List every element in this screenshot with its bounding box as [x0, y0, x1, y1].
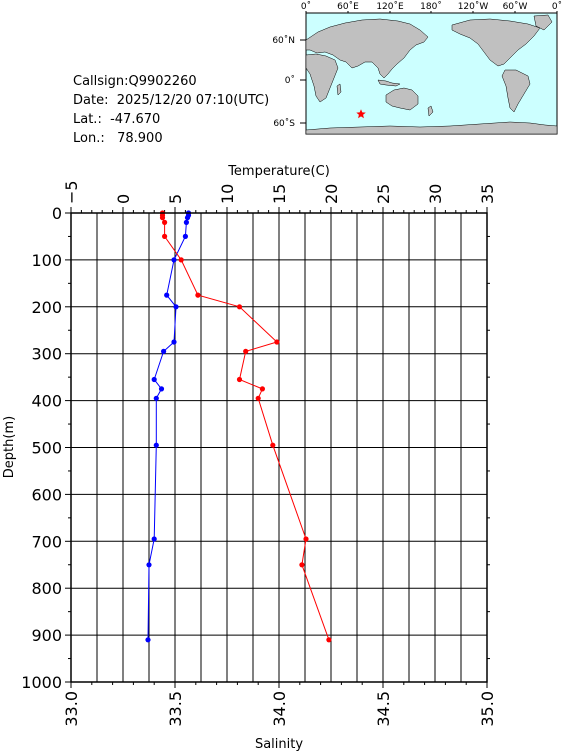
temperature-point: [171, 339, 177, 345]
antarctica-landmass: [305, 121, 558, 135]
map-lat-label: 60˚N: [272, 35, 295, 46]
map-labels: 0˚ 60˚E 120˚E 180˚ 120˚W 60˚W 0˚ 60˚N 0˚ 60˚S: [272, 1, 562, 129]
depth-axis-title: Depth(m): [2, 416, 17, 478]
eurasia-landmass: [305, 18, 429, 79]
depth-tick-label: 1000: [21, 673, 62, 692]
new-zealand-landmass: [427, 105, 434, 117]
temperature-point: [153, 395, 159, 401]
depth-tick-label: 0: [52, 204, 62, 223]
temperature-point: [151, 536, 157, 542]
temperature-tick-label: −5: [62, 180, 81, 204]
map-lon-label: 60˚E: [337, 1, 359, 12]
temperature-tick-label: 5: [166, 194, 185, 204]
map-land: [305, 14, 558, 135]
temperature-point: [173, 304, 179, 310]
map-lon-label: 120˚E: [376, 1, 404, 12]
temperature-point: [161, 348, 167, 354]
salinity-point: [259, 386, 265, 392]
temperature-tick-label: 15: [270, 184, 289, 204]
location-map: 0˚ 60˚E 120˚E 180˚ 120˚W 60˚W 0˚ 60˚N 0˚ 60˚S: [272, 1, 562, 135]
depth-tick-label: 700: [31, 532, 62, 551]
depth-tick-label: 100: [31, 251, 62, 270]
temperature-tick-label: 0: [114, 194, 133, 204]
chart-grid: [70, 212, 488, 683]
map-lon-label: 0˚: [301, 1, 311, 12]
depth-tick-label: 800: [31, 579, 62, 598]
depth-tick-label: 400: [31, 392, 62, 411]
salinity-point: [299, 562, 305, 568]
indonesia-landmass: [377, 79, 401, 87]
top-axis-title: Temperature(C): [227, 164, 330, 179]
map-lon-label: 60˚W: [503, 1, 528, 12]
temperature-tick-label: 10: [218, 184, 237, 204]
temperature-point: [171, 257, 177, 263]
salinity-point: [195, 292, 201, 298]
temperature-point: [183, 219, 189, 225]
temperature-point: [164, 292, 170, 298]
station-marker: [356, 109, 366, 119]
temperature-point: [182, 233, 188, 239]
bottom-axis-title: Salinity: [255, 737, 303, 751]
salinity-point: [274, 339, 280, 345]
map-lat-label: 0˚: [285, 75, 295, 86]
australia-landmass: [385, 87, 419, 111]
map-lon-label: 120˚W: [458, 1, 489, 12]
longitude-text: Lon.: 78.900: [73, 131, 163, 146]
salinity-tick-label: 33.5: [166, 691, 185, 727]
map-lon-label: 180˚: [420, 1, 442, 12]
salinity-point: [255, 395, 261, 401]
temperature-tick-label: 20: [322, 184, 341, 204]
salinity-point: [162, 233, 168, 239]
profile-chart: Temperature(C) Salinity Depth(m) 0100200…: [2, 164, 497, 751]
madagascar-landmass: [336, 83, 342, 96]
north-america-landmass: [451, 18, 541, 67]
star-icon: [356, 109, 366, 119]
depth-tick-label: 300: [31, 345, 62, 364]
salinity-point: [236, 304, 243, 310]
temperature-point: [151, 376, 157, 383]
south-america-landmass: [501, 69, 531, 113]
salinity-point: [303, 536, 309, 542]
temperature-point: [153, 442, 159, 448]
salinity-tick-label: 34.5: [374, 691, 393, 727]
depth-tick-label: 900: [31, 626, 62, 645]
plot-frame: [70, 212, 488, 683]
date-text: Date: 2025/12/20 07:10(UTC): [73, 93, 270, 108]
temperature-point: [146, 562, 152, 568]
salinity-point: [326, 637, 332, 643]
salinity-point: [270, 442, 276, 448]
temperature-point: [184, 215, 191, 221]
depth-tick-label: 200: [31, 298, 62, 317]
salinity-tick-label: 35.0: [478, 691, 497, 727]
salinity-tick-label: 34.0: [270, 691, 289, 727]
temperature-tick-label: 30: [426, 184, 445, 204]
salinity-point: [243, 348, 249, 354]
greenland-landmass: [533, 14, 553, 31]
salinity-point: [162, 219, 168, 225]
map-lon-label: 0˚: [552, 1, 562, 12]
africa-landmass: [305, 53, 339, 103]
map-lat-label: 60˚S: [273, 118, 295, 129]
chart-series: [145, 210, 332, 643]
temperature-tick-label: 35: [478, 184, 497, 204]
salinity-point: [236, 376, 243, 383]
salinity-point: [159, 215, 166, 221]
callsign-text: Callsign:Q9902260: [73, 74, 197, 89]
depth-tick-label: 500: [31, 439, 62, 458]
salinity-point: [178, 257, 184, 263]
latitude-text: Lat.: -47.670: [73, 112, 161, 127]
temperature-point: [158, 386, 165, 392]
station-info: Callsign:Q9902260 Date: 2025/12/20 07:10…: [73, 72, 269, 148]
temperature-point: [145, 637, 151, 643]
salinity-tick-label: 33.0: [62, 691, 81, 727]
temperature-line: [147, 213, 189, 640]
temperature-tick-label: 25: [374, 184, 393, 204]
depth-tick-label: 600: [31, 485, 62, 504]
salinity-line: [162, 213, 330, 640]
